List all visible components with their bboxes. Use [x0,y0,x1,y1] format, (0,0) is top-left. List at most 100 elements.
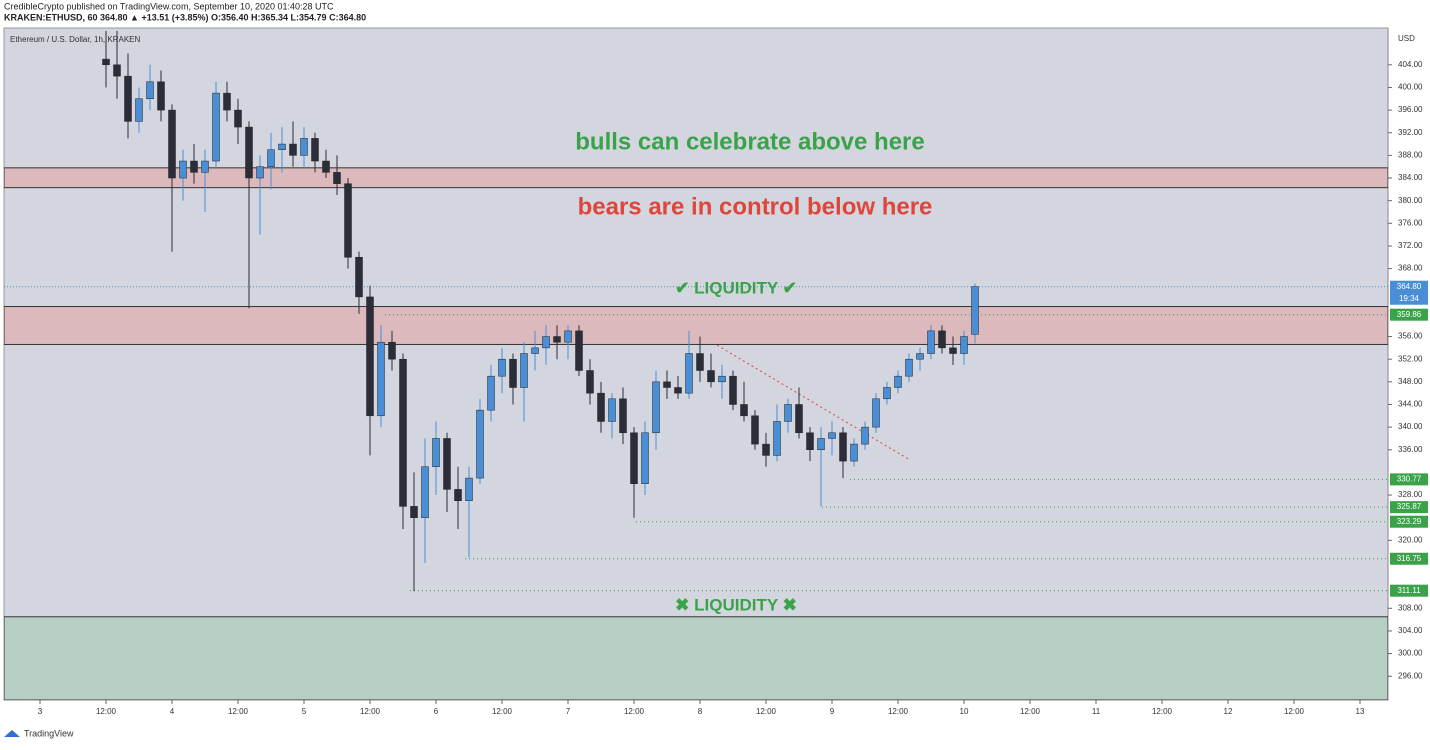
level-tag-label: 330.77 [1397,474,1422,483]
candle-body [344,183,352,258]
annotation: bulls can celebrate above here [575,128,925,155]
candle-body [960,336,968,354]
candle-body [872,398,880,428]
candle-body [366,296,374,417]
candle-body [817,438,825,451]
tv-logo [4,730,20,737]
candle-body [179,160,187,179]
candle-body [333,172,341,184]
candle-body [201,160,209,173]
candle-body [234,109,242,128]
x-tick-label: 9 [830,707,835,716]
support-zone [4,616,1388,700]
candle-body [586,370,594,394]
level-tag-label: 316.75 [1397,554,1422,563]
y-tick-label: 352.00 [1398,354,1423,363]
candle-body [146,81,154,100]
level-tag [1390,473,1428,486]
y-tick-label: 328.00 [1398,490,1423,499]
candle-body [476,409,484,479]
candle-body [564,330,572,343]
y-unit: USD [1398,34,1415,43]
candle-body [410,506,418,518]
level-tag-label: 325.87 [1397,502,1422,511]
y-tick-label: 304.00 [1398,626,1423,635]
candle-body [751,415,759,445]
y-tick-label: 296.00 [1398,671,1423,680]
x-tick-label: 7 [566,707,571,716]
x-tick-label: 11 [1092,707,1101,716]
candle-body [707,370,715,383]
candle-body [245,126,253,179]
candle-body [498,358,506,377]
candle-body [399,358,407,507]
candle-body [355,257,363,298]
x-tick-label: 12:00 [888,707,909,716]
candle-body [795,404,803,434]
level-tag [1390,501,1428,514]
x-tick-label: 12:00 [492,707,513,716]
last-price-tag [1390,280,1428,305]
y-tick-label: 376.00 [1398,218,1423,227]
y-tick-label: 300.00 [1398,649,1423,658]
y-tick-label: 388.00 [1398,150,1423,159]
candle-body [927,330,935,354]
candle-body [685,353,693,394]
x-tick-label: 12:00 [1020,707,1041,716]
x-tick-label: 3 [38,707,43,716]
candle-body [454,489,462,501]
candle-body [839,432,847,462]
candle-body [828,432,836,439]
candle-body [597,392,605,422]
y-tick-label: 392.00 [1398,128,1423,137]
y-tick-label: 340.00 [1398,422,1423,431]
y-tick-label: 400.00 [1398,83,1423,92]
plot-area [3,27,1389,701]
candle-body [938,330,946,349]
candle-body [861,426,869,445]
candle-body [421,466,429,518]
candle-body [696,353,704,371]
last-price-label: 364.80 [1397,282,1422,291]
x-tick-label: 4 [170,707,175,716]
level-tag-label: 311.11 [1397,586,1421,595]
candle-body [641,432,649,484]
candle-body [663,381,671,388]
candle-body [971,286,979,335]
candle-body [135,98,143,122]
annotation: bears are in control below here [578,193,933,220]
x-tick-label: 12 [1224,707,1233,716]
level-tag [1390,515,1428,528]
x-tick-label: 12:00 [1152,707,1173,716]
candle-body [806,432,814,451]
zone [4,306,1388,345]
level-tag [1390,308,1428,321]
candle-body [630,432,638,484]
candle-body [322,160,330,173]
level-tag [1390,552,1428,565]
candle-body [773,421,781,456]
x-tick-label: 10 [960,707,969,716]
symbol-line: KRAKEN:ETHUSD, 60 364.80 ▲ +13.51 (+3.85… [4,12,366,22]
zone [4,167,1388,189]
candle-body [608,398,616,422]
y-tick-label: 396.00 [1398,105,1423,114]
candle-body [487,375,495,411]
candle-body [377,341,385,417]
candle-body [212,92,220,162]
candle-body [894,375,902,388]
candle-body [553,336,561,343]
candle-body [267,149,275,167]
candle-body [762,443,770,456]
candle-body [102,58,110,66]
x-tick-label: 5 [302,707,307,716]
x-tick-label: 6 [434,707,439,716]
x-tick-label: 12:00 [624,707,645,716]
footer-brand: TradingView [24,728,74,738]
level-tag [1390,584,1428,597]
trendline [699,334,911,461]
candle-body [289,143,297,156]
candle-body [509,358,517,388]
candle-body [949,347,957,354]
